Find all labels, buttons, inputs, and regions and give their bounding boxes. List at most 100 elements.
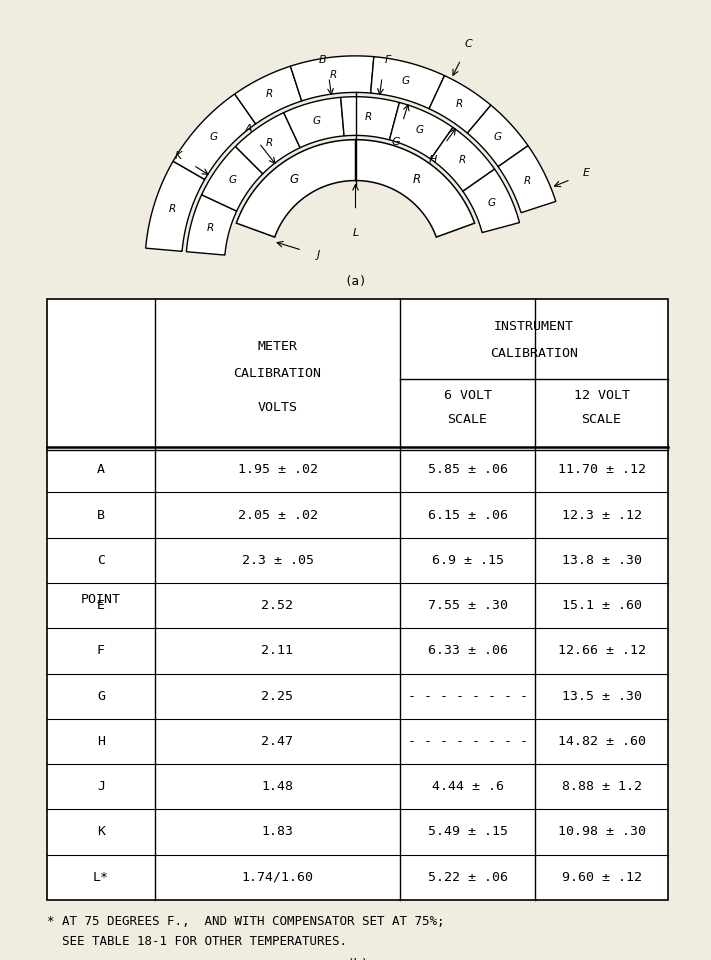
Text: - - - - - - - -: - - - - - - - - xyxy=(407,735,528,748)
Polygon shape xyxy=(356,140,475,237)
Text: H: H xyxy=(97,735,105,748)
Polygon shape xyxy=(146,161,205,252)
Bar xyxy=(47,299,668,900)
Text: B: B xyxy=(97,509,105,521)
Text: G: G xyxy=(488,198,496,208)
Text: SCALE: SCALE xyxy=(447,413,488,425)
Text: A: A xyxy=(97,464,105,476)
Text: 5.22 ± .06: 5.22 ± .06 xyxy=(427,871,508,884)
Text: R: R xyxy=(207,223,214,232)
Polygon shape xyxy=(236,140,356,237)
Text: G: G xyxy=(401,76,410,85)
Text: K: K xyxy=(175,151,182,161)
Text: R: R xyxy=(412,173,421,186)
Polygon shape xyxy=(235,66,301,124)
Text: G: G xyxy=(210,132,218,141)
Text: 1.83: 1.83 xyxy=(262,826,294,838)
Text: R: R xyxy=(330,70,337,81)
Text: 6.33 ± .06: 6.33 ± .06 xyxy=(427,644,508,658)
Text: 12.3 ± .12: 12.3 ± .12 xyxy=(562,509,641,521)
Text: - - - - - - - -: - - - - - - - - xyxy=(407,689,528,703)
Text: SEE TABLE 18-1 FOR OTHER TEMPERATURES.: SEE TABLE 18-1 FOR OTHER TEMPERATURES. xyxy=(47,935,347,948)
Text: F: F xyxy=(385,55,391,65)
Text: B: B xyxy=(319,55,326,65)
Text: 13.5 ± .30: 13.5 ± .30 xyxy=(562,689,641,703)
Text: 10.98 ± .30: 10.98 ± .30 xyxy=(557,826,646,838)
Polygon shape xyxy=(498,146,556,213)
Text: R: R xyxy=(524,176,531,185)
Text: G: G xyxy=(228,176,236,185)
Text: 11.70 ± .12: 11.70 ± .12 xyxy=(557,464,646,476)
Text: 2.25: 2.25 xyxy=(262,689,294,703)
Text: 1.48: 1.48 xyxy=(262,780,294,793)
Text: METER: METER xyxy=(257,341,297,353)
Polygon shape xyxy=(429,76,491,133)
Polygon shape xyxy=(235,112,300,174)
Polygon shape xyxy=(431,128,495,191)
Text: (b): (b) xyxy=(346,957,369,960)
Polygon shape xyxy=(370,57,444,108)
Text: R: R xyxy=(455,99,462,109)
Text: INSTRUMENT: INSTRUMENT xyxy=(494,321,574,333)
Text: SCALE: SCALE xyxy=(582,413,621,425)
Text: 2.11: 2.11 xyxy=(262,644,294,658)
Text: E: E xyxy=(583,168,590,179)
Text: L: L xyxy=(353,228,358,238)
Polygon shape xyxy=(463,169,520,232)
Text: 8.88 ± 1.2: 8.88 ± 1.2 xyxy=(562,780,641,793)
Text: 12 VOLT: 12 VOLT xyxy=(574,389,629,401)
Text: 6 VOLT: 6 VOLT xyxy=(444,389,491,401)
Text: 2.3 ± .05: 2.3 ± .05 xyxy=(242,554,314,566)
Text: 2.47: 2.47 xyxy=(262,735,294,748)
Text: G: G xyxy=(493,132,501,141)
Text: C: C xyxy=(97,554,105,566)
Polygon shape xyxy=(341,97,400,140)
Text: 7.55 ± .30: 7.55 ± .30 xyxy=(427,599,508,612)
Text: 4.44 ± .6: 4.44 ± .6 xyxy=(432,780,503,793)
Text: J: J xyxy=(317,251,320,260)
Polygon shape xyxy=(202,147,263,211)
Text: 5.85 ± .06: 5.85 ± .06 xyxy=(427,464,508,476)
Text: 12.66 ± .12: 12.66 ± .12 xyxy=(557,644,646,658)
Text: 2.05 ± .02: 2.05 ± .02 xyxy=(237,509,318,521)
Text: 2.52: 2.52 xyxy=(262,599,294,612)
Text: R: R xyxy=(266,138,273,148)
Text: C: C xyxy=(465,39,473,49)
Text: G: G xyxy=(290,173,299,186)
Text: R: R xyxy=(459,156,466,165)
Text: K: K xyxy=(97,826,105,838)
Polygon shape xyxy=(467,106,528,167)
Text: 9.60 ± .12: 9.60 ± .12 xyxy=(562,871,641,884)
Text: 1.95 ± .02: 1.95 ± .02 xyxy=(237,464,318,476)
Text: 5.49 ± .15: 5.49 ± .15 xyxy=(427,826,508,838)
Text: R: R xyxy=(266,89,273,99)
Text: 15.1 ± .60: 15.1 ± .60 xyxy=(562,599,641,612)
Text: L*: L* xyxy=(93,871,109,884)
Text: G: G xyxy=(97,689,105,703)
Text: H: H xyxy=(428,156,437,165)
Polygon shape xyxy=(173,94,256,180)
Text: 6.15 ± .06: 6.15 ± .06 xyxy=(427,509,508,521)
Text: R: R xyxy=(169,204,176,214)
Polygon shape xyxy=(290,56,374,101)
Text: J: J xyxy=(97,780,105,793)
Text: 1.74/1.60: 1.74/1.60 xyxy=(242,871,314,884)
Text: F: F xyxy=(97,644,105,658)
Text: 14.82 ± .60: 14.82 ± .60 xyxy=(557,735,646,748)
Polygon shape xyxy=(186,195,237,255)
Text: G: G xyxy=(392,137,400,147)
Polygon shape xyxy=(390,103,453,159)
Text: * AT 75 DEGREES F.,  AND WITH COMPENSATOR SET AT 75%;: * AT 75 DEGREES F., AND WITH COMPENSATOR… xyxy=(47,916,444,928)
Text: CALIBRATION: CALIBRATION xyxy=(490,348,578,360)
Text: POINT: POINT xyxy=(81,593,121,606)
Text: CALIBRATION: CALIBRATION xyxy=(233,368,321,380)
Text: R: R xyxy=(365,111,373,122)
Text: (a): (a) xyxy=(344,276,367,288)
Text: 13.8 ± .30: 13.8 ± .30 xyxy=(562,554,641,566)
Text: G: G xyxy=(313,116,321,126)
Text: E: E xyxy=(97,599,105,612)
Text: VOLTS: VOLTS xyxy=(257,400,297,414)
Text: 6.9 ± .15: 6.9 ± .15 xyxy=(432,554,503,566)
Text: G: G xyxy=(415,125,423,135)
Text: A: A xyxy=(245,125,252,134)
